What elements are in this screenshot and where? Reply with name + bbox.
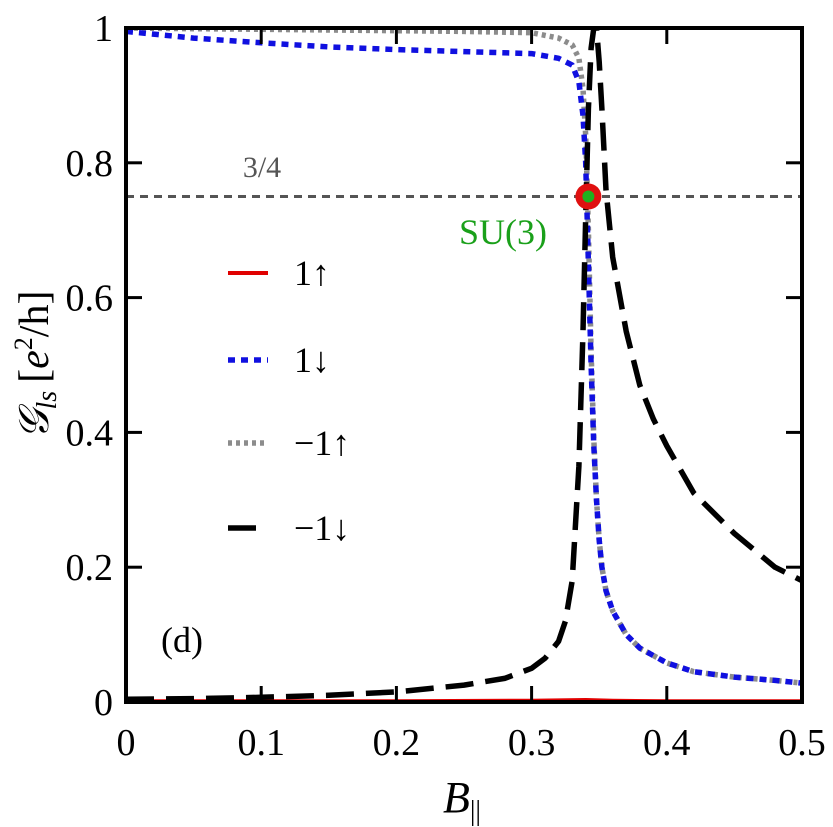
legend-label-4: −1↓ bbox=[294, 508, 350, 548]
series-layer bbox=[126, 28, 802, 702]
plot-frame bbox=[124, 26, 804, 704]
panel-label: (d) bbox=[161, 620, 203, 660]
y-tick-label: 0.4 bbox=[66, 412, 114, 454]
y-tick-label: 0.2 bbox=[66, 547, 114, 589]
x-tick-label: 0.2 bbox=[373, 722, 421, 764]
y-axis-label-e: e bbox=[12, 350, 58, 369]
su3-annotation-label: SU(3) bbox=[459, 212, 547, 252]
x-axis-label: B|| bbox=[443, 773, 481, 827]
x-axis-label-main: B bbox=[443, 773, 470, 822]
tick-layer: 0 0.1 0.2 0.3 0.4 0.5 0 0.2 0.4 0.6 0.8 1 bbox=[66, 8, 826, 764]
x-axis-label-sub: || bbox=[470, 796, 481, 827]
y-axis-label-rest: /h] bbox=[12, 291, 58, 338]
y-tick-label: 0 bbox=[94, 682, 113, 724]
y-axis-label-sub: ls bbox=[32, 391, 63, 410]
y-axis-label: 𝒢ls[e2/h] bbox=[9, 291, 63, 440]
y-axis-label-open: [ bbox=[12, 369, 58, 383]
reference-line-label: 3/4 bbox=[243, 151, 281, 184]
su3-marker-inner bbox=[582, 190, 595, 203]
legend-label-2: 1↓ bbox=[294, 340, 330, 380]
x-tick-label: 0.5 bbox=[778, 722, 826, 764]
legend-label-1: 1↑ bbox=[294, 253, 330, 293]
y-tick-label: 1 bbox=[94, 8, 113, 50]
x-tick-label: 0.4 bbox=[643, 722, 691, 764]
y-tick-label: 0.8 bbox=[66, 143, 114, 185]
legend: 1↑ 1↓ −1↑ −1↓ bbox=[228, 253, 350, 548]
series-line-4 bbox=[126, 28, 802, 702]
y-tick-label: 0.6 bbox=[66, 278, 114, 320]
marker-layer bbox=[575, 183, 602, 210]
y-axis-label-exp: 2 bbox=[9, 337, 38, 350]
x-tick-label: 0.3 bbox=[508, 722, 556, 764]
series-line-3 bbox=[126, 28, 802, 686]
legend-label-3: −1↑ bbox=[294, 423, 350, 463]
x-tick-label: 0.1 bbox=[237, 722, 285, 764]
plot-area bbox=[126, 28, 802, 702]
x-tick-label: 0 bbox=[117, 722, 136, 764]
series-line-2 bbox=[126, 28, 802, 686]
